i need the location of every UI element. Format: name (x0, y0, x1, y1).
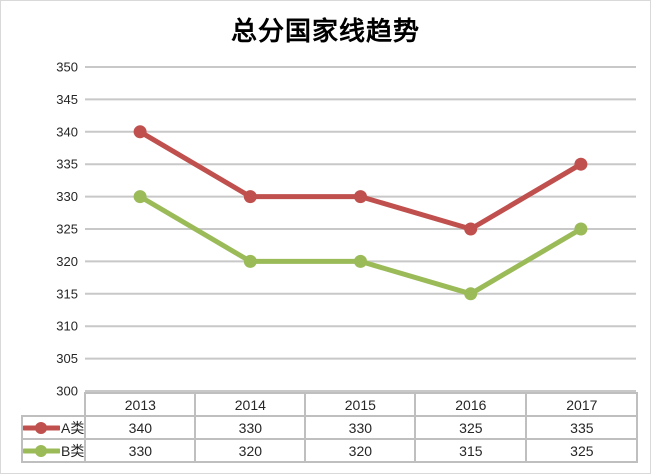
value-cell: 320 (194, 438, 307, 463)
value-cell: 325 (414, 415, 528, 440)
series-line-B类 (137, 194, 584, 297)
year-header-cell: 2017 (525, 392, 639, 417)
value-cell: 325 (525, 438, 639, 463)
data-point-marker (464, 222, 478, 236)
series-line-A类 (137, 129, 584, 232)
y-axis-tick-label: 305 (56, 351, 78, 366)
data-point-marker (354, 190, 367, 204)
value-cell: 315 (414, 438, 528, 463)
y-axis-tick-label: 345 (56, 92, 78, 107)
legend-entry: A类 (23, 418, 84, 438)
y-axis-tick-label: 310 (56, 319, 78, 334)
legend-marker-icon (23, 444, 60, 457)
legend-cell: B类 (20, 438, 87, 463)
legend-circle (35, 444, 47, 457)
year-header-cell: 2014 (194, 392, 307, 417)
legend-circle (35, 421, 47, 434)
value-cell: 340 (84, 415, 197, 440)
year-header-cell: 2015 (304, 392, 417, 417)
data-point-marker (133, 125, 147, 139)
chart-title: 总分国家线趋势 (230, 16, 420, 46)
data-point-marker (574, 222, 588, 236)
year-header-cell: 2013 (84, 392, 197, 417)
table-row: B类 330 320 320 315 325 (20, 438, 639, 463)
y-axis-tick-label: 325 (56, 222, 78, 237)
data-point-marker (243, 254, 257, 268)
data-point-marker (354, 254, 367, 268)
legend-series-label: B类 (61, 442, 85, 459)
table-header-row: 2013 2014 2015 2016 2017 (22, 392, 639, 417)
legend-entry: B类 (23, 441, 84, 461)
data-point-marker (133, 190, 147, 204)
value-cell: 330 (84, 438, 197, 463)
legend-cell: A类 (20, 415, 87, 440)
y-axis-tick-label: 300 (56, 384, 78, 399)
legend-marker-icon (23, 421, 60, 434)
value-cell: 320 (304, 438, 417, 463)
legend-series-label: A类 (61, 419, 85, 436)
value-cell: 330 (194, 415, 307, 440)
value-cell: 330 (304, 415, 417, 440)
table-row: A类 340 330 330 325 335 (20, 415, 639, 440)
data-point-marker (574, 157, 588, 171)
y-axis-tick-label: 320 (56, 254, 78, 269)
data-table: 2013 2014 2015 2016 2017 A类 340 330 330 325 335 B类 3… (20, 392, 639, 463)
y-axis-tick-label: 315 (56, 286, 78, 301)
y-axis-tick-label: 340 (56, 124, 78, 139)
table-corner-cell (22, 393, 85, 416)
data-point-marker (464, 287, 478, 301)
y-axis-tick-label: 330 (56, 189, 78, 204)
value-cell: 335 (525, 415, 639, 440)
year-header-cell: 2016 (414, 392, 528, 417)
y-axis-tick-label: 335 (56, 157, 78, 172)
y-axis-tick-label: 350 (56, 60, 78, 75)
data-point-marker (243, 190, 257, 204)
